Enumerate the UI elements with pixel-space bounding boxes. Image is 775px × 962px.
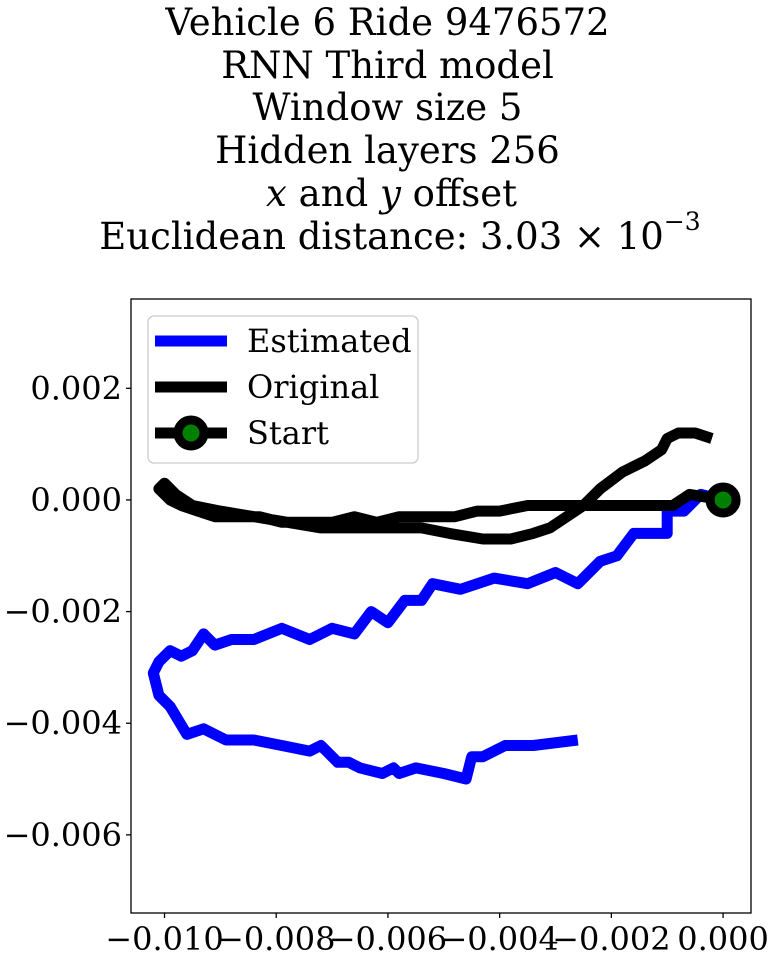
x-tick-label: −0.004	[440, 920, 558, 958]
title-exponent: −3	[663, 207, 701, 237]
legend: Estimated Original Start	[147, 315, 419, 464]
series-line-original	[153, 427, 724, 545]
title-line-distance: Euclidean distance: 3.03 × 10−3	[25, 209, 775, 259]
chart-title: Vehicle 6 Ride 9476572 RNN Third model W…	[0, 1, 775, 259]
y-axis: 0.002 0.000 −0.002 −0.004 −0.006	[4, 369, 131, 854]
y-tick-label: −0.002	[4, 593, 122, 631]
legend-original-label: Original	[247, 368, 379, 406]
legend-start-marker	[173, 415, 209, 451]
title-line-vehicle: Vehicle 6 Ride 9476572	[165, 1, 610, 44]
y-tick-label: −0.004	[4, 704, 122, 742]
x-tick-label: −0.006	[329, 920, 447, 958]
y-tick-label: 0.002	[30, 369, 122, 407]
axes-frame	[130, 298, 752, 914]
legend-estimated-label: Estimated	[247, 322, 412, 360]
start-marker	[705, 482, 741, 518]
title-distance-text: Euclidean distance: 3.03	[99, 214, 563, 258]
series-layer	[147, 427, 741, 785]
x-axis: −0.010−0.008−0.006−0.004−0.002 0.000	[105, 913, 769, 958]
legend-start-label: Start	[247, 414, 329, 452]
x-tick-label: −0.002	[552, 920, 670, 958]
title-and-text: and	[286, 171, 380, 215]
x-tick-label: −0.008	[217, 920, 335, 958]
title-offset-text: offset	[400, 171, 517, 215]
x-tick-label: 0.000	[677, 920, 769, 958]
y-tick-label: −0.006	[4, 816, 122, 854]
title-y-symbol: y	[380, 171, 401, 215]
title-x-symbol: x	[266, 171, 287, 215]
title-times-text: × 10	[562, 214, 664, 258]
x-tick-label: −0.010	[105, 920, 223, 958]
series-line-estimated	[147, 488, 725, 785]
title-line-model: RNN Third model	[221, 43, 554, 87]
title-line-offset: x and y offset	[8, 171, 775, 216]
title-line-hidden: Hidden layers 256	[215, 129, 560, 173]
legend-box	[147, 315, 419, 464]
title-line-window: Window size 5	[252, 86, 523, 130]
y-tick-label: 0.000	[30, 481, 122, 519]
